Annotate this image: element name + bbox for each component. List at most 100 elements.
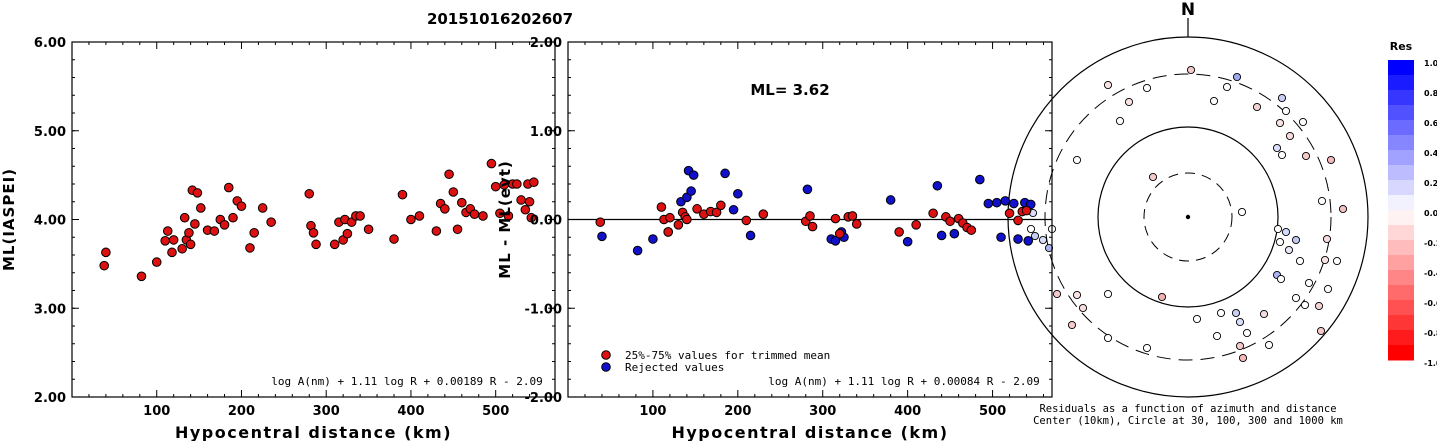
station-marker — [1314, 301, 1324, 311]
legend-trimmed-marker — [601, 350, 611, 360]
station-marker — [1338, 204, 1348, 214]
mid-trimmed-point — [682, 214, 692, 225]
polar-plot — [1007, 18, 1369, 398]
station-marker — [1115, 116, 1125, 126]
legend-rejected-label: Rejected values — [625, 361, 724, 374]
left-data-point — [448, 187, 459, 197]
left-xtick-label: 100 — [143, 404, 170, 419]
station-marker — [1103, 289, 1113, 299]
station-marker — [1281, 227, 1291, 237]
station-marker — [1275, 118, 1285, 128]
mid-trimmed-point — [665, 212, 675, 223]
polar-ring-300km — [1044, 73, 1332, 361]
station-marker — [1052, 289, 1062, 299]
polar-caption-1: Residuals as a function of azimuth and d… — [1039, 403, 1336, 415]
station-marker — [1231, 308, 1241, 318]
colorbar-tick-label: -0.6 — [1424, 299, 1437, 308]
station-marker — [1300, 300, 1310, 310]
mid-trimmed-point — [834, 228, 845, 239]
station-marker — [1103, 333, 1113, 343]
left-data-point — [406, 214, 416, 225]
left-ytick-label: 2.00 — [34, 391, 66, 406]
station-marker — [1142, 343, 1152, 353]
station-marker — [1235, 317, 1245, 327]
mid-rejected-point — [648, 234, 658, 244]
mid-rejected-point — [686, 186, 696, 196]
legend-trimmed-label: 25%-75% values for trimmed mean — [625, 349, 830, 362]
station-marker — [1212, 331, 1222, 341]
mid-formula: log A(nm) + 1.11 log R + 0.00084 R - 2.0… — [768, 375, 1040, 388]
left-data-point — [520, 204, 531, 215]
left-data-point — [236, 201, 247, 211]
station-marker — [1252, 102, 1262, 112]
left-data-point — [209, 226, 220, 236]
left-data-point — [184, 228, 194, 238]
mid-xtick-label: 400 — [894, 404, 921, 419]
left-data-point — [329, 239, 340, 250]
mid-rejected-point — [720, 168, 730, 179]
station-marker — [1272, 143, 1282, 153]
station-marker — [1238, 353, 1248, 363]
colorbar-tick-label: -0.4 — [1424, 269, 1437, 278]
station-marker — [1322, 234, 1332, 244]
station-marker — [1078, 303, 1088, 313]
left-data-point — [99, 260, 109, 271]
left-data-point — [469, 209, 480, 219]
mid-trimmed-point — [945, 216, 955, 227]
mid-rejected-point — [802, 184, 813, 195]
mid-trimmed-point — [656, 202, 667, 212]
colorbar-swatch — [1388, 90, 1414, 106]
left-data-point — [245, 243, 255, 253]
mid-ytick-label: 2.00 — [530, 36, 562, 51]
station-marker — [1142, 83, 1152, 93]
ml-value-text: ML= 3.62 — [750, 81, 829, 99]
left-data-point — [414, 211, 425, 221]
colorbar-swatch — [1388, 60, 1414, 76]
mid-rejected-point — [688, 170, 699, 180]
left-data-point — [529, 177, 539, 188]
station-marker — [1038, 235, 1048, 245]
mid-rejected-point — [745, 230, 756, 241]
station-marker — [1157, 292, 1167, 302]
mid-rejected-point — [932, 180, 943, 191]
colorbar-swatch — [1388, 210, 1414, 226]
station-marker — [1216, 308, 1226, 318]
station-marker — [1072, 290, 1082, 300]
station-marker — [1304, 278, 1314, 288]
left-data-point — [101, 247, 111, 258]
colorbar-swatch — [1388, 315, 1414, 331]
station-marker — [1291, 293, 1301, 303]
residual-colorbar — [1388, 60, 1414, 361]
mid-rejected-point — [632, 245, 643, 256]
mid-trimmed-point — [1004, 208, 1015, 219]
colorbar-swatch — [1388, 180, 1414, 196]
left-data-point — [168, 235, 179, 245]
station-marker — [1285, 131, 1295, 141]
left-data-point — [355, 211, 365, 221]
mid-rejected-point — [992, 197, 1002, 208]
left-data-point — [308, 228, 319, 238]
station-marker — [1186, 65, 1196, 75]
station-marker — [1232, 72, 1242, 82]
left-data-point — [478, 211, 488, 221]
left-data-point — [185, 239, 196, 250]
colorbar-tick-label: -0.2 — [1424, 239, 1437, 248]
mid-rejected-point — [983, 198, 994, 209]
station-marker — [1326, 155, 1336, 165]
left-data-point — [512, 179, 522, 189]
station-marker — [1222, 82, 1232, 92]
mid-trimmed-point — [758, 209, 769, 219]
mid-rejected-point — [902, 236, 913, 247]
colorbar-swatch — [1388, 225, 1414, 241]
colorbar-swatch — [1388, 240, 1414, 256]
left-ytick-label: 5.00 — [34, 125, 66, 140]
mid-trimmed-point — [830, 213, 841, 224]
left-data-point — [223, 182, 234, 193]
station-marker — [1277, 150, 1287, 160]
left-data-point — [495, 208, 505, 219]
station-marker — [1030, 231, 1040, 241]
station-marker — [1275, 237, 1285, 247]
mid-xtick-label: 200 — [724, 404, 751, 419]
colorbar-tick-label: 0.8 — [1424, 89, 1437, 98]
